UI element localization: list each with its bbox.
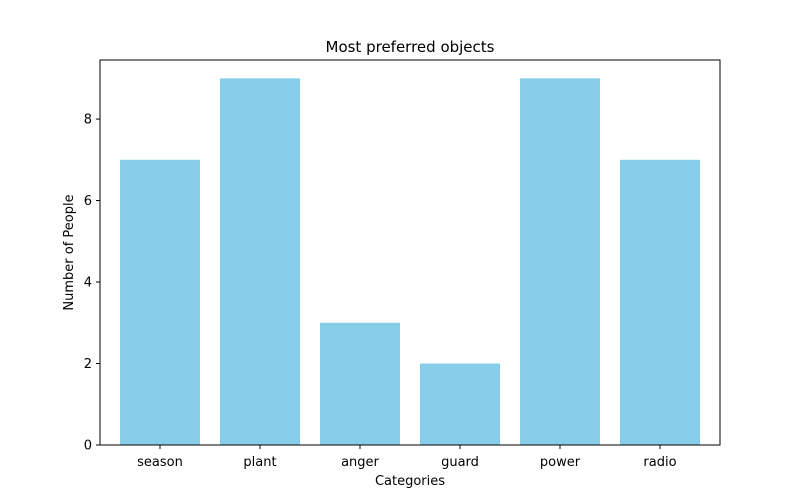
y-tick-label-4: 4	[84, 276, 92, 291]
bar-guard	[420, 363, 500, 445]
y-axis-label: Number of People	[62, 194, 77, 310]
y-tick-label-2: 2	[84, 357, 92, 372]
bar-power	[520, 78, 600, 445]
x-tick-label-radio: radio	[643, 455, 676, 470]
x-axis-label: Categories	[375, 474, 445, 489]
y-axis-ticks: 0 2 4 6 8	[84, 113, 100, 454]
bar-radio	[620, 159, 700, 445]
x-axis-ticks: season plant anger guard power radio	[137, 445, 677, 470]
y-tick-label-6: 6	[84, 194, 92, 209]
x-tick-label-power: power	[540, 455, 581, 470]
chart-title: Most preferred objects	[326, 38, 495, 56]
y-tick-label-0: 0	[84, 439, 92, 454]
x-tick-label-anger: anger	[341, 455, 379, 470]
bar-season	[120, 159, 200, 445]
plot-frame	[99, 59, 721, 446]
x-tick-label-guard: guard	[441, 455, 479, 470]
x-tick-label-plant: plant	[243, 455, 276, 470]
bar-plant	[220, 78, 300, 445]
x-tick-label-season: season	[137, 455, 183, 470]
bars-layer	[120, 78, 700, 445]
bar-anger	[320, 322, 400, 445]
y-tick-label-8: 8	[84, 113, 92, 128]
